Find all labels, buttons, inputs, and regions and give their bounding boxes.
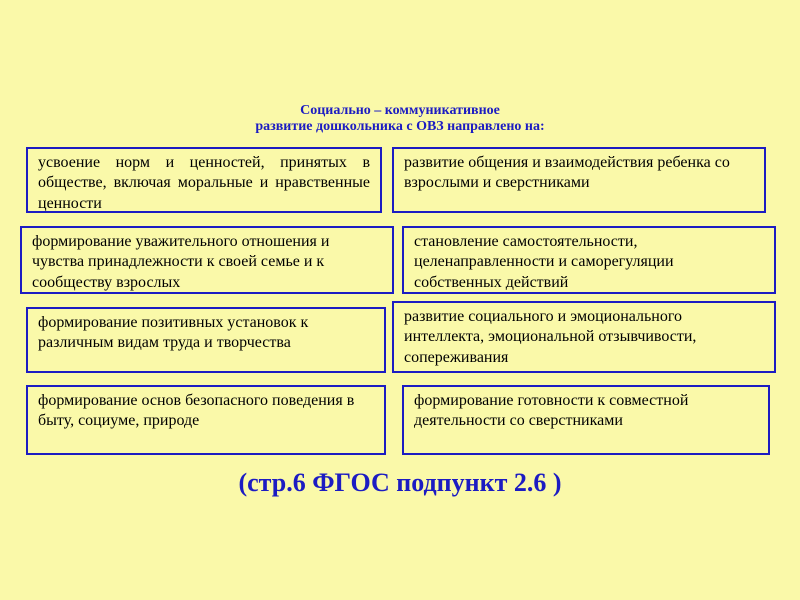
box-social-intellect: развитие социального и эмоционального ин…	[392, 301, 776, 373]
slide-title: Социально – коммуникативное развитие дош…	[0, 103, 800, 135]
title-line-2: развитие дошкольника с ОВЗ направлено на…	[255, 119, 544, 134]
box-independence: становление самостоятельности, целенапра…	[402, 226, 776, 294]
title-line-1: Социально – коммуникативное	[300, 103, 500, 118]
box-communication: развитие общения и взаимодействия ребенк…	[392, 147, 766, 213]
footer-reference: (стр.6 ФГОС подпункт 2.6 )	[0, 468, 800, 498]
slide: Социально – коммуникативное развитие дош…	[0, 0, 800, 600]
box-values: усвоение норм и ценностей, принятых в об…	[26, 147, 382, 213]
box-respect: формирование уважительного отношения и ч…	[20, 226, 394, 294]
box-cooperation: формирование готовности к совместной дея…	[402, 385, 770, 455]
box-safety: формирование основ безопасного поведения…	[26, 385, 386, 455]
box-positive-attitudes: формирование позитивных установок к разл…	[26, 307, 386, 373]
